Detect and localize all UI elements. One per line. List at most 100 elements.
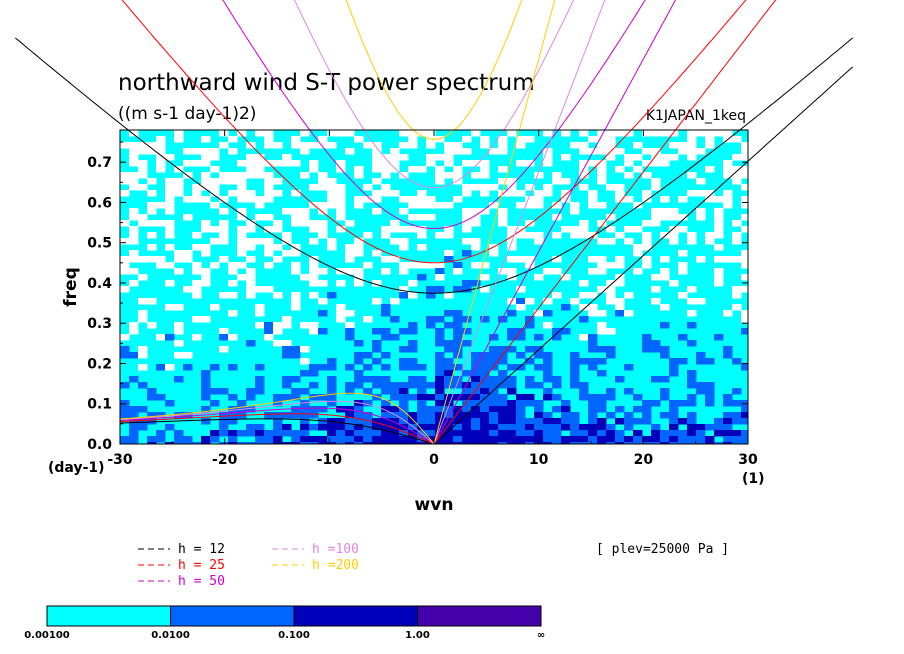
contour-cell-low (309, 256, 319, 263)
contour-cell-low (678, 250, 688, 257)
contour-cell (372, 328, 382, 335)
contour-cell (138, 382, 148, 389)
contour-cell-low (597, 322, 607, 329)
contour-cell-low (264, 250, 274, 257)
contour-cell-low (732, 154, 742, 161)
contour-cell-low (579, 226, 589, 233)
contour-cell (741, 442, 748, 444)
contour-cell-low (534, 310, 544, 317)
contour-cell-low (300, 130, 310, 137)
contour-cell-low (651, 130, 661, 137)
contour-cell-low (210, 148, 220, 155)
contour-cell-low (498, 178, 508, 185)
contour-cell (462, 430, 472, 437)
contour-cell (597, 430, 607, 437)
contour-cell (579, 382, 589, 389)
contour-cell (426, 286, 436, 293)
contour-cell-low (570, 226, 580, 233)
contour-cell (588, 418, 598, 425)
contour-cell (597, 424, 607, 431)
contour-cell-low (120, 178, 130, 185)
contour-cell-low (741, 148, 748, 155)
contour-cell (129, 442, 139, 444)
contour-cell (417, 388, 427, 395)
contour-cell (399, 430, 409, 437)
contour-cell (354, 424, 364, 431)
contour-cell-low (678, 148, 688, 155)
contour-cell (219, 388, 229, 395)
contour-cell-low (633, 154, 643, 161)
contour-cell-low (507, 190, 517, 197)
contour-cell (426, 430, 436, 437)
contour-cell (129, 412, 139, 419)
contour-cell-low (498, 208, 508, 215)
contour-cell (480, 364, 490, 371)
contour-cell-low (138, 220, 148, 227)
contour-cell-low (237, 130, 247, 137)
contour-cell-low (228, 148, 238, 155)
contour-cell (660, 436, 670, 443)
contour-cell (534, 418, 544, 425)
contour-cell (408, 436, 418, 443)
contour-cell-low (192, 262, 202, 269)
contour-cell (570, 442, 580, 444)
contour-cell-low (318, 142, 328, 149)
contour-cell-low (453, 268, 463, 275)
contour-cell-low (597, 262, 607, 269)
contour-cell-low (129, 280, 139, 287)
contour-cell (435, 268, 445, 275)
contour-cell-low (345, 256, 355, 263)
contour-cell (345, 364, 355, 371)
contour-cell (462, 280, 472, 287)
contour-cell (489, 418, 499, 425)
contour-cell (516, 352, 526, 359)
contour-cell-low (201, 226, 211, 233)
contour-cell (309, 394, 319, 401)
contour-cell (453, 442, 463, 444)
contour-cell (732, 430, 742, 437)
contour-cell-low (606, 226, 616, 233)
contour-cell (228, 430, 238, 437)
contour-cell-low (543, 154, 553, 161)
contour-cell-low (408, 130, 418, 137)
contour-cell (408, 442, 418, 444)
contour-cell (282, 412, 292, 419)
contour-cell-low (129, 232, 139, 239)
contour-cell-low (237, 238, 247, 245)
contour-cell (120, 406, 130, 413)
contour-cell-low (174, 304, 184, 311)
contour-cell-low (390, 220, 400, 227)
contour-cell (183, 436, 193, 443)
contour-cell-low (471, 130, 481, 137)
contour-cell-low (318, 178, 328, 185)
contour-cell-low (633, 250, 643, 257)
contour-cell (399, 382, 409, 389)
contour-cell (282, 442, 292, 444)
contour-cell-low (300, 322, 310, 329)
contour-cell (273, 442, 283, 444)
contour-cell (732, 412, 742, 419)
contour-cell-low (435, 274, 445, 281)
contour-cell (201, 436, 211, 443)
contour-cell-low (336, 316, 346, 323)
contour-cell (741, 430, 748, 437)
contour-cell-low (615, 196, 625, 203)
contour-cell (525, 382, 535, 389)
contour-cell-low (462, 184, 472, 191)
contour-cell (210, 430, 220, 437)
contour-cell-low (615, 190, 625, 197)
contour-cell (471, 400, 481, 407)
contour-cell-low (255, 202, 265, 209)
contour-cell-low (291, 268, 301, 275)
contour-cell (354, 370, 364, 377)
contour-cell-low (120, 190, 130, 197)
contour-cell-low (570, 298, 580, 305)
contour-cell-low (426, 154, 436, 161)
contour-cell (696, 388, 706, 395)
contour-cell (489, 346, 499, 353)
contour-cell (471, 382, 481, 389)
x-tick-label: 0 (429, 452, 439, 468)
contour-cell-low (687, 148, 697, 155)
contour-cell-low (273, 328, 283, 335)
contour-cell (471, 370, 481, 377)
